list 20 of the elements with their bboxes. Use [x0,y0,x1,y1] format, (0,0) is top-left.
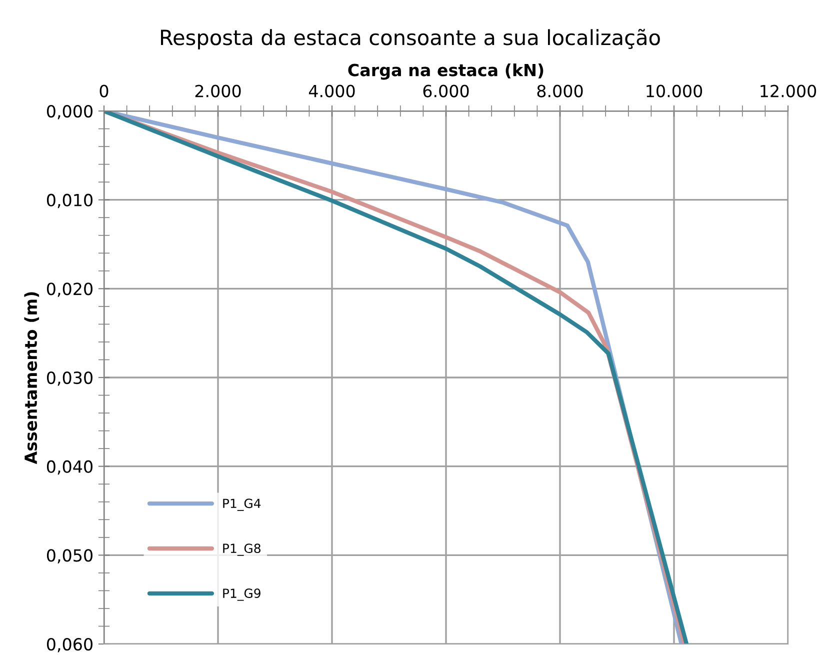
y-tick-label: 0,060 [46,638,92,652]
x-tick-label: 10.000 [646,84,702,98]
x-tick-label: 8.000 [537,84,583,98]
x-tick-label: 2.000 [195,84,241,98]
x-tick-label: 4.000 [308,84,355,98]
y-tick-label: 0,050 [46,549,92,564]
y-tick-label: 0,010 [46,194,92,208]
x-tick-label: 0 [100,84,108,98]
y-tick-label: 0,000 [46,104,92,120]
legend-label: P1_G9 [223,588,260,601]
y-axis-title: Assentamento (m) [24,292,40,464]
x-tick-label: 6.000 [423,84,469,98]
y-tick-label: 0,040 [46,460,92,475]
legend-label: P1_G8 [223,544,260,556]
legend-label: P1_G4 [223,498,261,511]
x-axis-title: Carga na estaca (kN) [348,63,544,80]
chart-title: Resposta da estaca consoante a sua localização [161,28,660,50]
y-tick-label: 0,020 [46,282,92,297]
x-tick-label: 12.000 [760,84,816,98]
y-tick-label: 0,030 [46,371,92,386]
